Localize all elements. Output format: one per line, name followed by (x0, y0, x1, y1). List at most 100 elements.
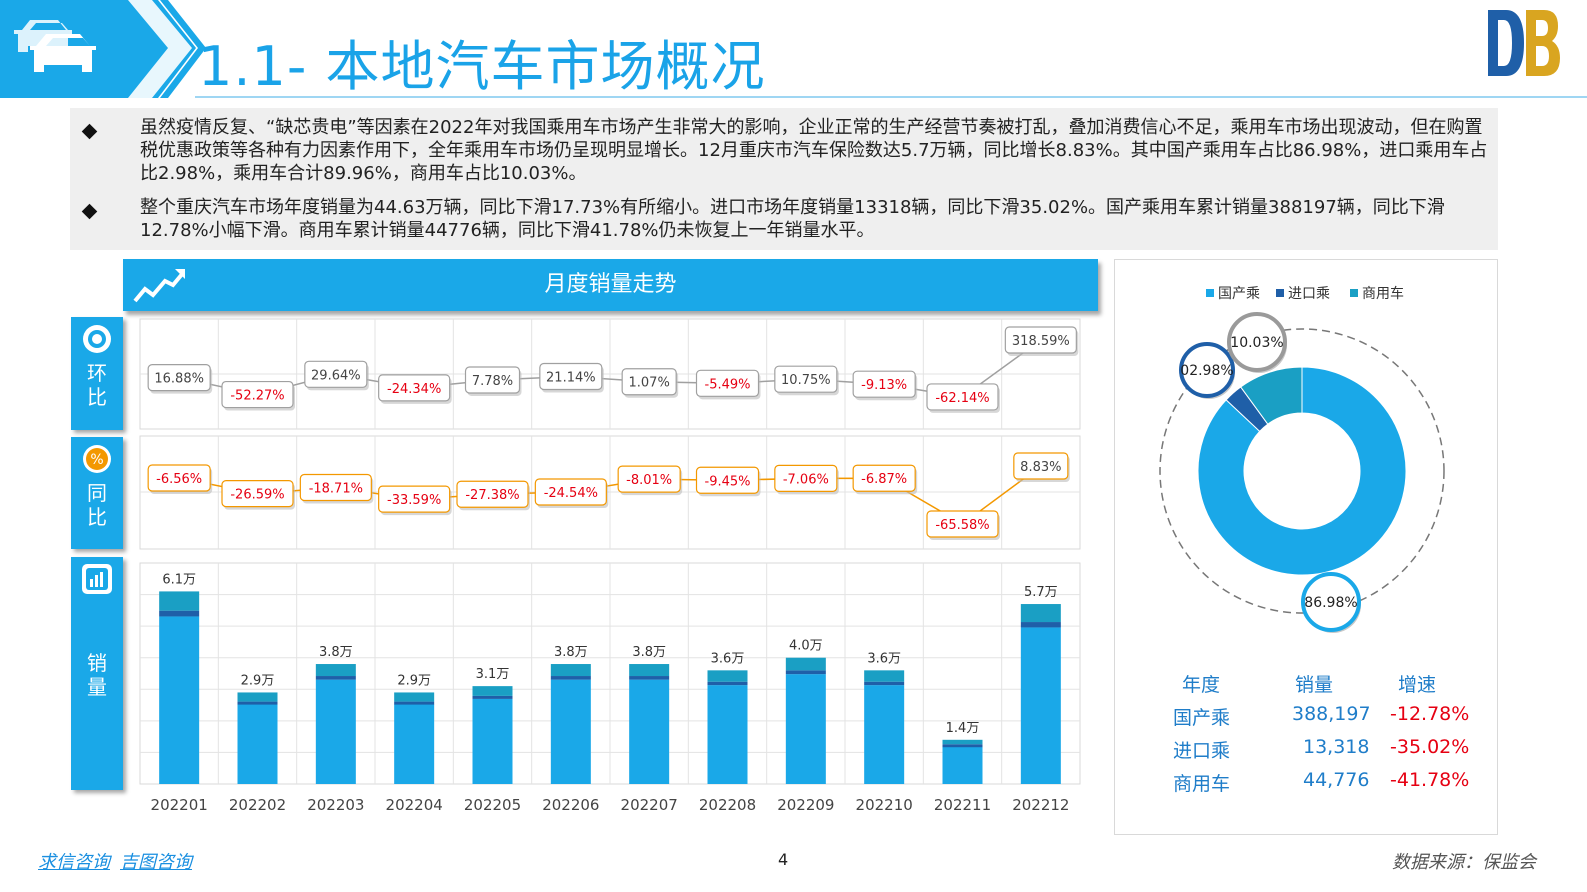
data-label-box (464, 366, 521, 394)
bar-commercial (237, 692, 278, 702)
bar-domestic (394, 704, 435, 784)
data-label: 29.64% (311, 368, 361, 383)
data-label: 7.78% (472, 374, 513, 389)
slice-label-bubble (1227, 312, 1287, 372)
data-label-box (299, 473, 372, 502)
data-label: -6.56% (156, 472, 202, 487)
data-label-box (1013, 452, 1069, 480)
footer-link[interactable]: 吉图咨询 (120, 852, 192, 873)
svg-text:%: % (90, 452, 103, 468)
data-source: 数据来源：保监会 (1392, 852, 1536, 873)
table-header-growth: 增速 (1398, 674, 1437, 696)
side-label-sales: 销量 (71, 651, 123, 699)
bar-commercial (550, 664, 591, 677)
table-row-name: 进口乘 (1173, 740, 1231, 762)
side-label-text: 环比 (87, 361, 107, 409)
side-tab-sales: 销量 (71, 557, 123, 790)
legend-swatch (1350, 289, 1358, 297)
bar-value-label: 3.8万 (632, 645, 666, 660)
legend-swatch (1276, 289, 1284, 297)
side-tab-yoy: % 同比 (71, 437, 123, 549)
bar-domestic (629, 679, 670, 784)
bar-commercial (315, 664, 356, 677)
bar-value-label: 2.9万 (241, 673, 275, 688)
bar-domestic (1020, 627, 1061, 784)
bar-domestic (315, 679, 356, 784)
bar-domestic (942, 745, 983, 784)
bar-domestic (864, 685, 905, 784)
x-tick-label: 202206 (542, 796, 599, 814)
data-label: -24.34% (387, 382, 441, 397)
data-label-box (534, 478, 607, 506)
donut-center-text: 年度销量 (1279, 437, 1335, 453)
monthly-chart: 16.88% -52.27% 29.64% -24.34% 7.78% 21.14% 1.0… (139, 318, 1081, 814)
bar-value-label: 3.1万 (476, 667, 510, 682)
chart-banner: 月度销量走势 (123, 259, 1098, 311)
bar-domestic (707, 685, 748, 784)
x-tick-label: 202210 (856, 796, 913, 814)
legend-swatch (1206, 289, 1214, 297)
legend-label: 进口乘 (1288, 286, 1330, 302)
bar-value-label: 4.0万 (789, 639, 823, 654)
data-label-box (456, 480, 529, 508)
table-row-name: 商用车 (1173, 773, 1231, 795)
table-header-volume: 销量 (1295, 674, 1334, 696)
bullet-text: 整个重庆汽车市场年度销量为44.63万辆，同比下滑17.73%有所缩小。进口市场… (140, 197, 1445, 241)
data-label-box (539, 362, 603, 391)
bar-commercial (785, 657, 826, 671)
bar-commercial (864, 670, 905, 682)
bar-domestic (237, 704, 278, 784)
data-label: -27.38% (465, 488, 519, 503)
bar-commercial (707, 670, 748, 682)
x-tick-label: 202209 (777, 796, 834, 814)
trend-up-icon (133, 269, 185, 303)
slice-label: 02.98% (1180, 363, 1233, 379)
data-label-box (695, 369, 760, 397)
bar-domestic (550, 679, 591, 784)
data-label-box (926, 510, 999, 538)
data-label: -65.58% (935, 518, 989, 533)
side-label-mom: 环比 (71, 361, 123, 409)
donut-center-text: 增长-17.73% (1264, 491, 1350, 507)
data-label-box (695, 466, 760, 494)
data-label: -9.45% (705, 474, 751, 489)
bar-commercial (942, 739, 983, 745)
data-label: -62.14% (935, 391, 989, 406)
bar-import (472, 695, 513, 699)
data-label: -26.59% (230, 488, 284, 503)
data-label: -6.87% (861, 472, 907, 487)
data-label-box (926, 383, 999, 411)
bar-commercial (472, 686, 513, 696)
bar-value-label: 1.4万 (946, 721, 980, 736)
slice-label-bubble (1301, 572, 1361, 632)
data-label: -8.01% (626, 473, 672, 488)
data-label-box (221, 380, 294, 409)
x-tick-label: 202203 (307, 796, 364, 814)
bar-chart-icon (82, 564, 112, 594)
table-row-growth: -12.78% (1390, 703, 1470, 725)
data-label-box (617, 465, 681, 493)
summary-panel: 虽然疫情反复、“缺芯贵电”等因素在2022年对我国乘用车市场产生非常大的影响，企… (70, 108, 1498, 250)
bar-value-label: 3.8万 (554, 645, 588, 660)
footer-link[interactable]: 求信咨询 (38, 852, 110, 873)
data-label-box (852, 464, 916, 492)
donut-center-text: 44.63万辆 (1273, 464, 1341, 480)
data-label-box (147, 464, 211, 492)
bar-import (237, 701, 278, 705)
table-row-volume: 13,318 (1303, 736, 1370, 758)
data-label-box (621, 368, 677, 396)
side-label-yoy: 同比 (71, 481, 123, 529)
chart-title: 月度销量走势 (544, 272, 677, 297)
slice-label-bubble (1179, 342, 1235, 398)
table-row-volume: 44,776 (1303, 769, 1370, 791)
data-label: -24.54% (544, 486, 598, 501)
side-tab-mom: 环比 (71, 317, 123, 430)
x-tick-label: 202211 (934, 796, 991, 814)
donut-outer-ring (1159, 328, 1445, 614)
data-label: 318.59% (1012, 334, 1070, 349)
x-tick-label: 202205 (464, 796, 521, 814)
data-label: 8.83% (1020, 460, 1061, 475)
car-icon (14, 20, 96, 72)
donut-slice (1197, 366, 1407, 576)
bar-import (785, 670, 826, 675)
